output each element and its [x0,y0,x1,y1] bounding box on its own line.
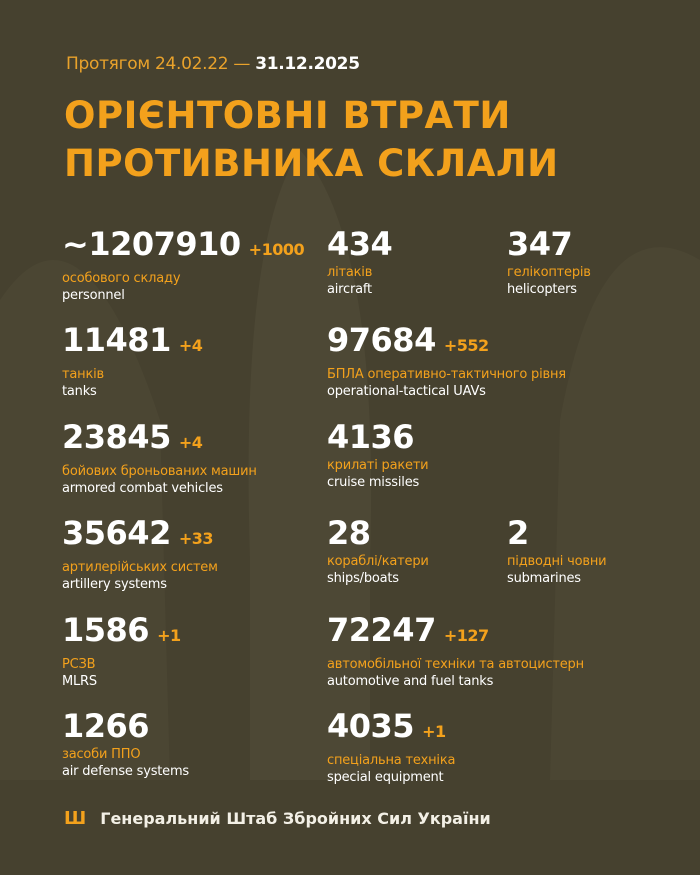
stat-label-en: artillery systems [62,577,167,592]
stat-automotive-and-fuel-tanks: 72247 +127 автомобільної техніки та автоци… [327,612,584,690]
footer-text: Генеральний Штаб Збройних Сил України [100,809,491,828]
stat-label-en: special equipment [327,770,444,785]
stat-aircraft: 434 літаків aircraft [327,225,393,298]
stat-increase: +4 [178,336,203,355]
stat-label-ua: бойових броньованих машин [62,464,257,479]
stat-cruise-missiles: 4136 крилаті ракети cruise missiles [327,418,429,491]
stat-submarines: 2 підводні човни submarines [507,514,607,587]
stat-increase: +33 [178,529,214,548]
stat-increase: +4 [178,433,203,452]
stat-value: 28 [327,514,371,552]
stat-label-en: cruise missiles [327,475,420,490]
stat-label-en: air defense systems [62,764,189,779]
stat-label-en: operational-tactical UAVs [327,384,486,399]
stat-value: 347 [507,225,573,263]
stat-label-en: helicopters [507,282,577,297]
stat-increase: +1 [422,722,446,741]
stat-label-ua: БПЛА оперативно-тактичного рівня [327,367,566,382]
stat-label-ua: танків [62,367,104,382]
stat-label-en: tanks [62,384,97,399]
stat-value: 4035 +1 [327,707,446,745]
stat-increase: +127 [443,626,489,645]
stat-value: 4136 [327,418,415,456]
stat-artillery-systems: 35642 +33 артилерійських систем artillery s… [62,515,218,593]
stat-special-equipment: 4035 +1 спеціальна техніка special equipmen… [327,708,455,786]
stat-label-ua: РСЗВ [62,657,96,672]
stat-value: 11481 +4 [62,321,203,359]
stat-label-en: MLRS [62,674,97,689]
stat-personnel: ~1207910 +1000 особового складу personnel [62,225,305,304]
stat-label-ua: підводні човни [507,554,607,569]
stat-increase: +552 [443,336,489,355]
footer: Ш Генеральний Штаб Збройних Сил України [64,808,491,829]
page-title: ОРІЄНТОВНІ ВТРАТИ ПРОТИВНИКА СКЛАЛИ [64,94,559,185]
stat-value: ~1207910 +1000 [62,225,305,263]
stat-value: 1266 [62,707,150,745]
stat-label-en: personnel [62,288,125,303]
stat-label-ua: артилерійських систем [62,560,218,575]
stat-tanks: 11481 +4 танків tanks [62,321,203,400]
stat-label-ua: літаків [327,265,373,280]
stat-armored-combat-vehicles: 23845 +4 бойових броньованих машин armored … [62,419,257,497]
stat-increase: +1000 [248,240,305,259]
stat-label-en: armored combat vehicles [62,481,223,496]
stat-label-ua: спеціальна техніка [327,753,456,768]
stat-value: 434 [327,225,393,263]
stat-operational-tactical-uavs: 97684 +552 БПЛА оперативно-тактичного рівн… [327,322,566,400]
stat-label-en: automotive and fuel tanks [327,674,494,689]
stat-helicopters: 347 гелікоптерів helicopters [507,226,591,298]
stat-increase: +1 [157,626,181,645]
stat-label-ua: засоби ППО [62,747,141,762]
stat-value: 2 [507,514,529,552]
stat-label-ua: кораблі/катери [327,554,429,569]
trident-icon: Ш [64,808,87,829]
stat-label-en: submarines [507,571,581,586]
stat-label-ua: особового складу [62,271,181,286]
period-subtitle: Протягом 24.02.22 — 31.12.2025 [66,54,360,74]
stat-value: 97684 +552 [327,321,489,359]
stat-mlrs: 1586 +1 РСЗВ MLRS [62,612,181,690]
stat-label-en: aircraft [327,282,372,297]
stat-label-en: ships/boats [327,571,399,586]
stat-label-ua: гелікоптерів [507,265,591,280]
stat-label-ua: автомобільної техніки та автоцистерн [327,657,584,672]
stat-value: 35642 +33 [62,514,214,552]
stat-air-defense-systems: 1266 засоби ППО air defense systems [62,708,189,780]
stat-ships-boats: 28 кораблі/катери ships/boats [327,515,429,587]
stat-value: 1586 +1 [62,611,181,649]
stat-value: 23845 +4 [62,418,203,456]
stat-label-ua: крилаті ракети [327,458,429,473]
stat-value: 72247 +127 [327,611,489,649]
